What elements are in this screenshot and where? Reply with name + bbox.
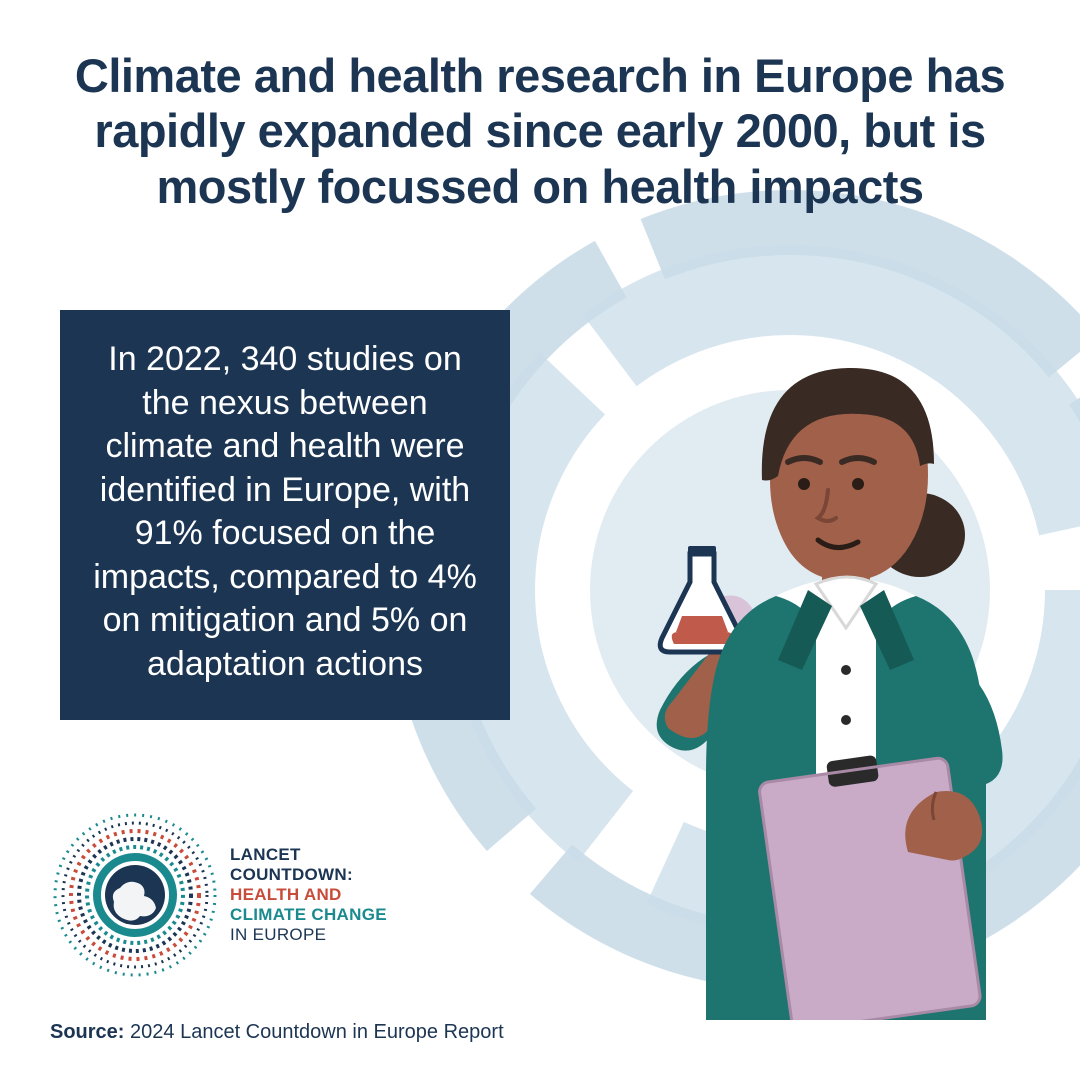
logo-line-4: IN EUROPE: [230, 925, 390, 945]
callout-box: In 2022, 340 studies on the nexus betwee…: [60, 310, 510, 720]
logo-line-3: CLIMATE CHANGE: [230, 905, 390, 925]
source-label: Source:: [50, 1021, 124, 1043]
headline: Climate and health research in Europe ha…: [50, 48, 1030, 214]
callout-text: In 2022, 340 studies on the nexus betwee…: [93, 340, 477, 683]
logo-line-1: LANCET COUNTDOWN:: [230, 845, 390, 885]
source-value: 2024 Lancet Countdown in Europe Report: [124, 1021, 503, 1043]
lancet-logo-icon: [50, 810, 220, 980]
scientist-illustration-icon: [540, 340, 1060, 1020]
logo-line-2: HEALTH AND: [230, 885, 390, 905]
lancet-logo: LANCET COUNTDOWN: HEALTH AND CLIMATE CHA…: [50, 810, 390, 980]
source-line: Source: 2024 Lancet Countdown in Europe …: [50, 1021, 504, 1044]
